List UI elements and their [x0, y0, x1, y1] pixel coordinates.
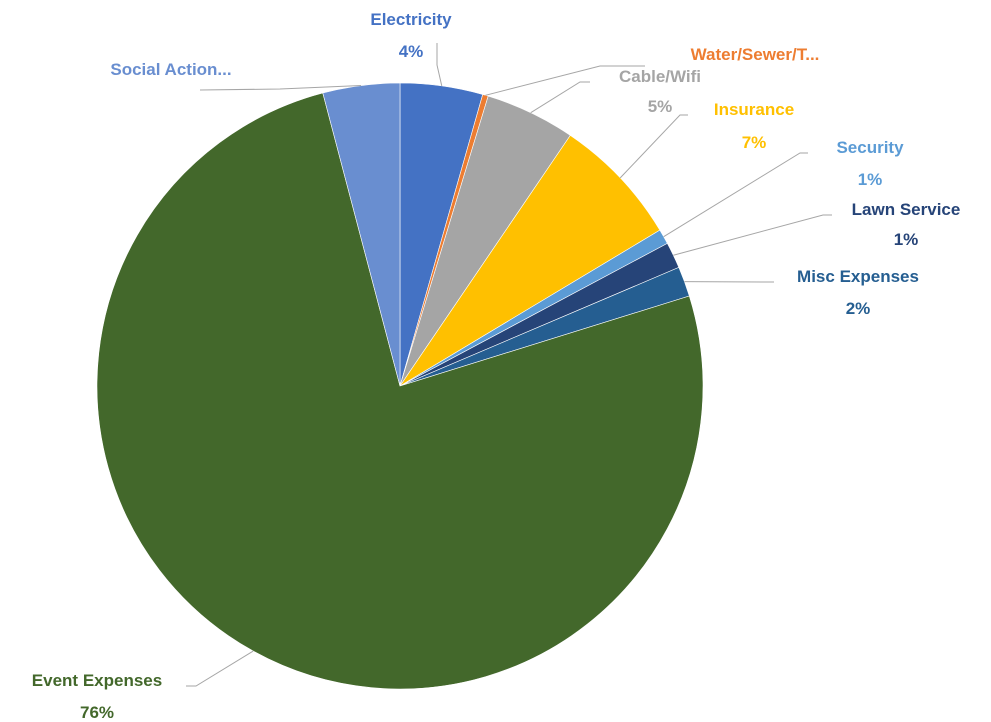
leader-line-lawn-service	[673, 214, 832, 256]
leader-line-cable-wifi	[530, 81, 590, 114]
slice-label-event-expenses: Event Expenses	[32, 671, 162, 690]
leader-line-water-sewer-t	[485, 65, 645, 96]
slice-percent-misc-expenses: 2%	[846, 299, 871, 318]
slice-label-cable-wifi: Cable/Wifi	[619, 67, 701, 86]
slice-percent-lawn-service: 1%	[894, 230, 919, 249]
leader-lines	[186, 43, 832, 687]
slice-percent-electricity: 4%	[399, 42, 424, 61]
leader-line-security	[663, 152, 808, 238]
leader-line-electricity	[436, 43, 443, 87]
slice-percent-cable-wifi: 5%	[648, 97, 673, 116]
slice-percent-security: 1%	[858, 170, 883, 189]
slice-label-social-action: Social Action...	[110, 60, 231, 79]
slice-label-misc-expenses: Misc Expenses	[797, 267, 919, 286]
leader-line-event-expenses	[186, 650, 254, 687]
leader-line-social-action	[199, 85, 362, 91]
slice-label-water-sewer-t: Water/Sewer/T...	[691, 45, 820, 64]
slice-label-security: Security	[836, 138, 904, 157]
slice-label-insurance: Insurance	[714, 100, 794, 119]
slice-percent-insurance: 7%	[742, 133, 767, 152]
pie-slices	[96, 82, 704, 690]
leader-line-insurance	[619, 114, 688, 179]
slice-label-electricity: Electricity	[370, 10, 452, 29]
slice-label-lawn-service: Lawn Service	[852, 200, 961, 219]
slice-labels: Electricity 4% Water/Sewer/T... Cable/Wifi 5…	[32, 10, 961, 722]
slice-percent-event-expenses: 76%	[80, 703, 114, 722]
